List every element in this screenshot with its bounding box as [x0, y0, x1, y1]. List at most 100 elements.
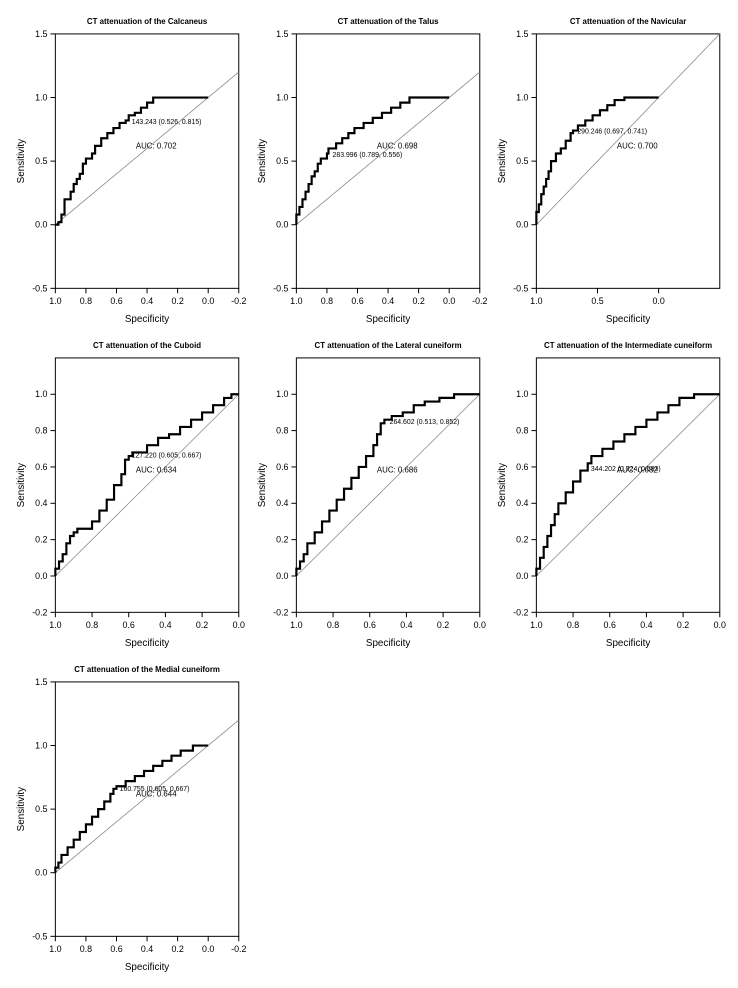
x-tick-label: 1.0 [531, 620, 543, 630]
x-axis-label: Specificity [125, 962, 169, 973]
chart-title: CT attenuation of the Cuboid [93, 341, 201, 350]
x-tick-label: 0.0 [202, 944, 214, 954]
x-tick-label: 0.0 [714, 620, 726, 630]
chart-title: CT attenuation of the Calcaneus [87, 17, 208, 26]
y-tick-label: 1.0 [35, 740, 47, 750]
y-tick-label: -0.2 [32, 607, 47, 617]
x-tick-label: 1.0 [49, 944, 61, 954]
y-tick-label: 0.0 [516, 220, 528, 230]
x-tick-label: 0.8 [80, 944, 92, 954]
y-tick-label: 1.0 [516, 92, 528, 102]
x-axis-label: Specificity [366, 638, 410, 649]
y-tick-label: 0.0 [516, 571, 528, 581]
x-tick-label: 0.8 [86, 620, 98, 630]
y-tick-label: 0.0 [276, 220, 288, 230]
y-tick-label: -0.2 [273, 607, 288, 617]
x-axis-label: Specificity [125, 638, 169, 649]
y-tick-label: 0.4 [276, 498, 288, 508]
x-tick-label: 0.0 [653, 296, 665, 306]
y-tick-label: 0.2 [276, 535, 288, 545]
roc-panel: CT attenuation of the Calcaneus 1.0 0.8 0.6… [10, 10, 247, 330]
x-tick-label: 0.4 [159, 620, 171, 630]
x-tick-label: 0.2 [196, 620, 208, 630]
chart-title: CT attenuation of the Lateral cuneiform [314, 341, 461, 350]
x-tick-label: 0.2 [677, 620, 689, 630]
y-tick-label: 0.4 [35, 498, 47, 508]
y-axis-label: Sensitivity [16, 787, 27, 831]
x-tick-label: 0.4 [382, 296, 394, 306]
auc-label: AUC: 0.682 [617, 465, 658, 474]
y-tick-label: 0.6 [276, 462, 288, 472]
y-tick-label: 0.5 [35, 156, 47, 166]
x-tick-label: 0.8 [567, 620, 579, 630]
auc-label: AUC: 0.686 [377, 465, 418, 474]
x-tick-label: 0.8 [320, 296, 332, 306]
y-tick-label: 0.6 [35, 462, 47, 472]
y-tick-label: 1.5 [35, 29, 47, 39]
y-axis-label: Sensitivity [256, 139, 267, 183]
auc-label: AUC: 0.698 [377, 141, 418, 150]
x-tick-label: -0.2 [472, 296, 487, 306]
y-tick-label: 0.0 [35, 868, 47, 878]
y-tick-label: 0.8 [516, 426, 528, 436]
auc-label: AUC: 0.644 [136, 789, 177, 798]
auc-label: AUC: 0.700 [617, 141, 658, 150]
y-tick-label: 0.0 [35, 571, 47, 581]
x-tick-label: 0.6 [604, 620, 616, 630]
y-axis-label: Sensitivity [16, 139, 27, 183]
x-tick-label: 0.6 [351, 296, 363, 306]
y-tick-label: 0.2 [35, 535, 47, 545]
y-tick-label: 0.4 [516, 498, 528, 508]
roc-panel: CT attenuation of the Medial cuneiform 1.… [10, 658, 247, 978]
plot-box [55, 682, 238, 936]
y-axis-label: Sensitivity [256, 463, 267, 507]
y-tick-label: -0.5 [32, 283, 47, 293]
roc-panel: CT attenuation of the Talus 1.0 0.8 0.6 0.4 0… [251, 10, 488, 330]
y-axis-label: Sensitivity [16, 463, 27, 507]
roc-panel: CT attenuation of the Navicular 1.0 0.5 0.0… [491, 10, 728, 330]
x-tick-label: 0.8 [327, 620, 339, 630]
y-tick-label: 1.5 [35, 677, 47, 687]
x-axis-label: Specificity [366, 314, 410, 325]
auc-label: AUC: 0.702 [136, 141, 177, 150]
y-axis-label: Sensitivity [497, 139, 508, 183]
diagonal-ref-line [537, 394, 720, 576]
chart-title: CT attenuation of the Intermediate cunei… [544, 341, 712, 350]
x-tick-label: 0.5 [592, 296, 604, 306]
y-tick-label: 0.5 [35, 804, 47, 814]
y-tick-label: 1.0 [276, 92, 288, 102]
y-tick-label: 0.5 [516, 156, 528, 166]
chart-title: CT attenuation of the Navicular [570, 17, 686, 26]
x-tick-label: 0.4 [141, 296, 153, 306]
y-tick-label: -0.2 [514, 607, 529, 617]
chart-title: CT attenuation of the Talus [337, 17, 439, 26]
x-tick-label: 1.0 [49, 296, 61, 306]
x-tick-label: 0.4 [400, 620, 412, 630]
x-tick-label: 0.0 [202, 296, 214, 306]
roc-panel: CT attenuation of the Cuboid 1.0 0.8 0.6 0.4… [10, 334, 247, 654]
x-tick-label: 1.0 [290, 296, 302, 306]
roc-grid: CT attenuation of the Calcaneus 1.0 0.8 0.6… [10, 10, 728, 978]
y-tick-label: 1.0 [35, 92, 47, 102]
x-tick-label: 0.0 [233, 620, 245, 630]
y-tick-label: 0.2 [516, 535, 528, 545]
optimal-point-label: 143.243 (0.526, 0.815) [132, 119, 202, 126]
optimal-point-label: 127.220 (0.605, 0.667) [132, 453, 202, 460]
chart-title: CT attenuation of the Medial cuneiform [74, 665, 220, 674]
x-tick-label: 0.2 [171, 296, 183, 306]
x-tick-label: 0.4 [141, 944, 153, 954]
x-tick-label: 1.0 [290, 620, 302, 630]
y-axis-label: Sensitivity [497, 463, 508, 507]
x-tick-label: 1.0 [49, 620, 61, 630]
diagonal-ref-line [55, 394, 238, 576]
x-tick-label: 0.8 [80, 296, 92, 306]
roc-panel: CT attenuation of the Intermediate cunei… [491, 334, 728, 654]
y-tick-label: 0.0 [35, 220, 47, 230]
x-tick-label: 0.6 [110, 296, 122, 306]
y-tick-label: 0.8 [35, 426, 47, 436]
x-tick-label: 0.6 [363, 620, 375, 630]
x-tick-label: 0.2 [171, 944, 183, 954]
optimal-point-label: 283.996 (0.789, 0.556) [332, 152, 402, 159]
x-tick-label: 1.0 [531, 296, 543, 306]
x-tick-label: 0.4 [641, 620, 653, 630]
